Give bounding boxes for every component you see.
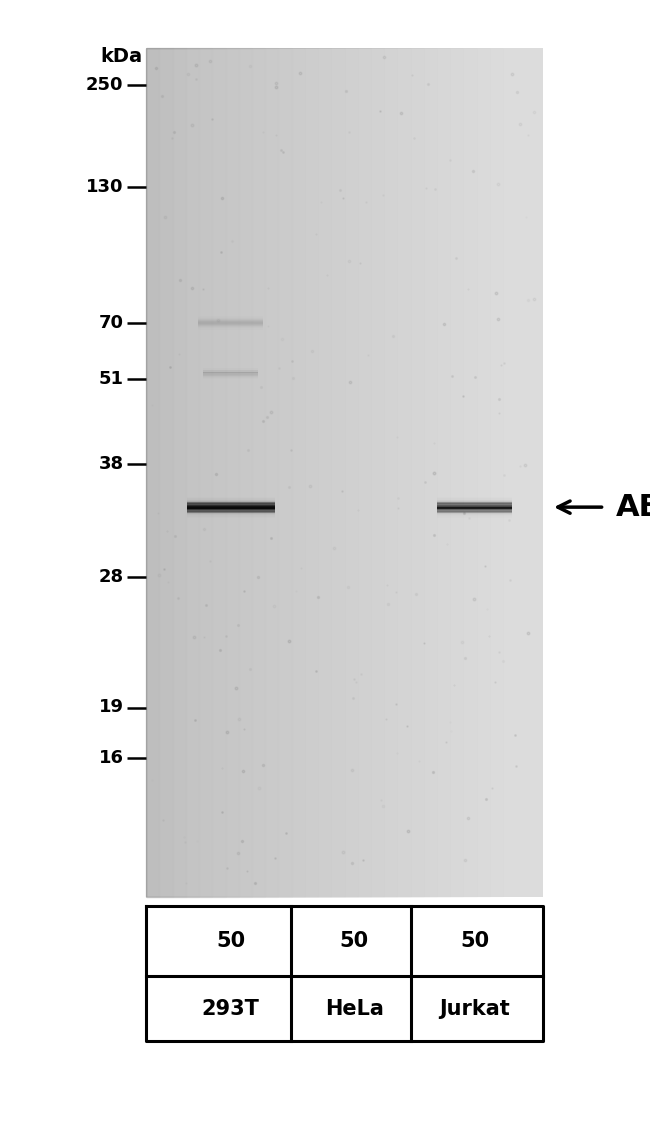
Text: 293T: 293T: [202, 998, 260, 1019]
Text: 16: 16: [99, 749, 124, 767]
Text: 50: 50: [216, 931, 245, 951]
Bar: [146, 48, 543, 897]
Text: 250: 250: [86, 76, 124, 94]
Text: 70: 70: [99, 314, 124, 332]
Text: Jurkat: Jurkat: [439, 998, 510, 1019]
Text: 50: 50: [460, 931, 489, 951]
Text: 130: 130: [86, 178, 124, 196]
Text: 19: 19: [99, 698, 124, 717]
Text: 38: 38: [98, 455, 124, 473]
Text: 51: 51: [99, 370, 124, 388]
Text: ABT1: ABT1: [616, 492, 650, 522]
Text: kDa: kDa: [101, 48, 143, 66]
Text: 50: 50: [340, 931, 369, 951]
Text: HeLa: HeLa: [325, 998, 384, 1019]
Text: 28: 28: [98, 568, 124, 586]
